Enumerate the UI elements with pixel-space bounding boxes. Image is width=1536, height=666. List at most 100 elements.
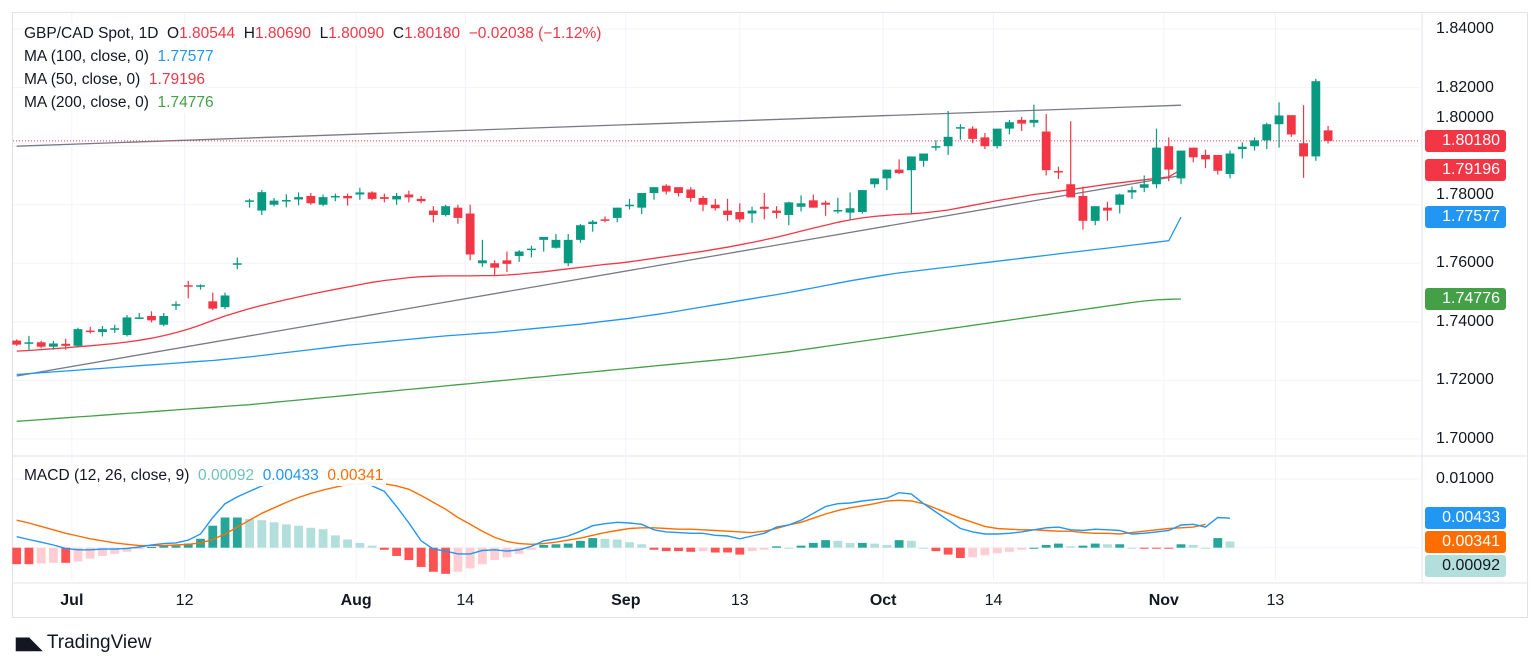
- candle-body: [723, 210, 732, 215]
- candle-body: [85, 330, 95, 333]
- candle: [1213, 154, 1223, 175]
- candle-body: [821, 202, 830, 205]
- macd-histogram-bar: [686, 547, 696, 552]
- candle-body: [919, 153, 929, 161]
- candle: [735, 203, 745, 223]
- price-tick-label: 1.80000: [1436, 109, 1494, 127]
- macd-tick-label: 0.01000: [1436, 469, 1494, 487]
- time-tick-label: 13: [1266, 592, 1285, 609]
- macd-histogram-bar: [36, 547, 46, 564]
- macd-histogram-bar: [1225, 541, 1235, 548]
- candle: [355, 187, 365, 200]
- macd-signal-line: [16, 482, 1206, 547]
- candle: [514, 250, 524, 262]
- ma50-line: [16, 169, 1182, 352]
- candle-body: [220, 295, 230, 308]
- high-value: 1.80690: [254, 25, 311, 42]
- candle: [674, 187, 683, 197]
- candle: [772, 206, 781, 219]
- candle: [821, 200, 830, 216]
- macd-histogram-bar: [955, 547, 965, 559]
- time-tick-label: 14: [456, 592, 475, 609]
- macd-histogram-bar: [1213, 538, 1223, 548]
- candle: [330, 193, 340, 202]
- candle: [428, 206, 438, 223]
- macd-histogram-bar: [294, 525, 303, 548]
- macd-histogram-bar: [870, 543, 880, 548]
- ma200-legend[interactable]: MA (200, close, 0) 1.74776: [24, 93, 217, 113]
- candle-body: [1188, 147, 1198, 158]
- candle-body: [539, 236, 549, 240]
- indicator-lines: [13, 104, 1420, 555]
- macd-histogram-bar: [85, 547, 95, 559]
- tradingview-logo[interactable]: ■◣ TradingView: [14, 632, 151, 654]
- candle: [220, 292, 230, 310]
- ma100-legend[interactable]: MA (100, close, 0) 1.77577: [24, 47, 217, 67]
- time-tick-label: 13: [730, 592, 749, 609]
- macd-histogram-bar: [134, 547, 144, 550]
- macd-histogram-bar: [404, 547, 414, 561]
- candle-body: [12, 340, 22, 345]
- candle-body: [551, 239, 561, 248]
- candle-body: [1311, 81, 1321, 157]
- candle-body: [808, 200, 818, 208]
- macd-histogram-bar: [110, 547, 120, 554]
- candle: [588, 219, 598, 232]
- macd-line: [16, 470, 1231, 555]
- candle: [870, 178, 880, 188]
- candle-body: [527, 248, 536, 251]
- candle: [894, 159, 904, 174]
- macd-hist-value: 0.00092: [198, 467, 255, 484]
- candle: [1152, 128, 1161, 189]
- macd-histogram-bar: [637, 544, 647, 548]
- candle-body: [698, 197, 708, 205]
- ma100-label: MA (100, close, 0): [24, 48, 149, 65]
- ma200-label: MA (200, close, 0): [24, 94, 149, 111]
- candle-body: [134, 317, 144, 319]
- candle-body: [61, 343, 71, 346]
- candle: [661, 184, 671, 195]
- candle: [1237, 142, 1247, 159]
- candle: [1201, 149, 1210, 169]
- macd-histogram-bar: [49, 547, 58, 563]
- macd-histogram-bar: [931, 547, 941, 552]
- candle: [808, 194, 818, 208]
- candle-body: [122, 317, 132, 335]
- candle-body: [563, 239, 573, 264]
- macd-histogram-bar: [306, 527, 316, 548]
- ma100-value: 1.77577: [157, 48, 214, 65]
- candle: [980, 133, 990, 150]
- candle: [527, 245, 536, 258]
- candle: [1078, 186, 1088, 230]
- candle: [1005, 119, 1014, 135]
- candle-body: [1005, 122, 1014, 129]
- macd-histogram-bar: [245, 518, 254, 548]
- low-value: 1.80090: [328, 25, 385, 42]
- candle-body: [404, 194, 414, 198]
- candle-body: [1115, 194, 1125, 205]
- candle: [490, 260, 500, 275]
- macd-histogram-bar: [563, 543, 573, 548]
- macd-histogram-bar: [992, 547, 1002, 554]
- grid-lines: [13, 13, 1528, 584]
- macd-histogram-bar: [343, 539, 353, 548]
- macd-legend[interactable]: MACD (12, 26, close, 9) 0.00092 0.00433 …: [24, 466, 387, 486]
- candle: [196, 284, 205, 290]
- candle: [1029, 104, 1039, 128]
- macd-histogram-bar: [821, 540, 830, 548]
- macd-histogram-bar: [1115, 544, 1125, 548]
- macd-histogram-bar: [796, 545, 806, 548]
- price-tick-label: 1.70000: [1436, 429, 1494, 447]
- ma50-legend[interactable]: MA (50, close, 0) 1.79196: [24, 70, 208, 90]
- candle-body: [36, 342, 46, 347]
- macd-histogram-bar: [1164, 547, 1174, 549]
- macd-price-tag: 0.00433: [1425, 506, 1506, 529]
- candle-body: [759, 206, 769, 209]
- low-label: L: [319, 25, 329, 42]
- macd-histogram-bar: [502, 547, 512, 558]
- ma50-value: 1.79196: [148, 71, 205, 88]
- macd-histogram: [12, 517, 1235, 574]
- macd-histogram-bar: [318, 529, 328, 548]
- candle-body: [453, 207, 463, 218]
